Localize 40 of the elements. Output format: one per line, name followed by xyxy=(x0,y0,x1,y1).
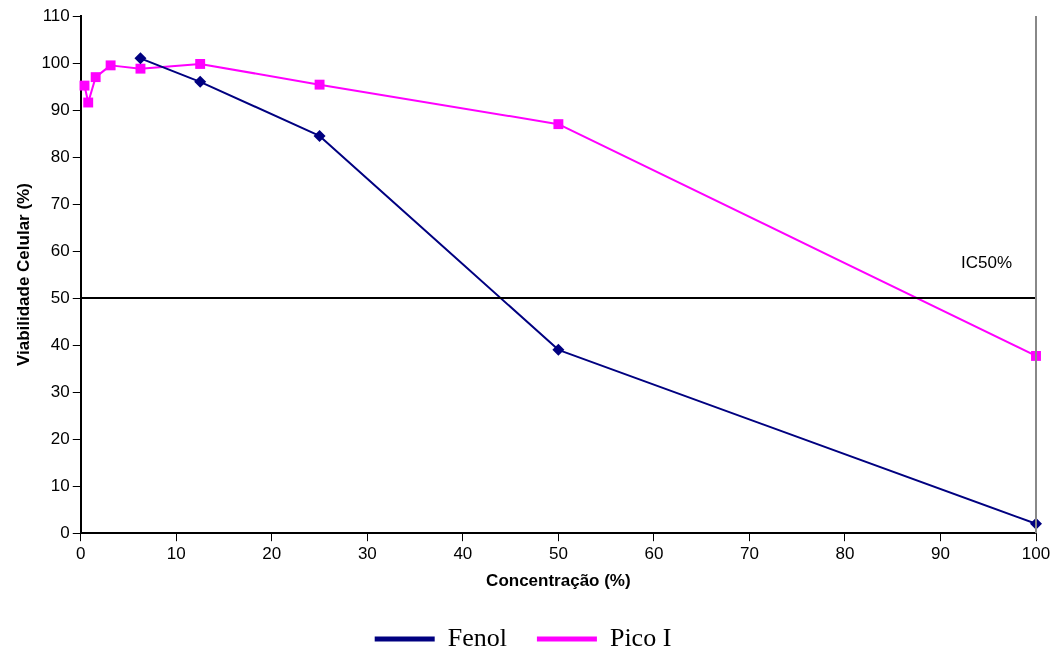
x-tick-label: 50 xyxy=(548,544,568,564)
point xyxy=(194,75,207,88)
x-tick-label: 80 xyxy=(835,544,855,564)
point xyxy=(314,79,325,90)
point xyxy=(79,80,90,91)
point xyxy=(83,97,94,108)
y-tick-label: 70 xyxy=(50,193,70,213)
x-axis-title: Concentração (%) xyxy=(486,571,631,591)
x-tick-label: 90 xyxy=(931,544,950,564)
y-tick-label: 0 xyxy=(60,522,70,542)
y-tick-label: 30 xyxy=(50,381,70,401)
y-tick-label: 80 xyxy=(50,146,70,166)
point xyxy=(195,59,206,69)
y-tick-label: 10 xyxy=(50,475,70,495)
y-tick-label: 100 xyxy=(41,52,70,72)
y-tick-label: 20 xyxy=(50,428,70,448)
point xyxy=(134,52,147,65)
point xyxy=(90,72,101,83)
x-tick-label: 30 xyxy=(357,544,377,564)
x-tick-label: 70 xyxy=(739,544,759,564)
point xyxy=(313,129,326,142)
y-tick-label: 60 xyxy=(50,240,70,260)
x-tick-label: 0 xyxy=(76,544,86,564)
y-tick-label: 110 xyxy=(42,5,70,25)
y-tick-label: 90 xyxy=(50,99,70,119)
x-tick-label: 100 xyxy=(1021,544,1051,564)
point xyxy=(135,63,146,74)
y-axis-title: Viabilidade Celular (%) xyxy=(13,183,33,367)
point xyxy=(105,60,116,71)
point xyxy=(552,343,565,356)
x-tick-label: 20 xyxy=(262,544,282,564)
y-tick-label: 40 xyxy=(50,334,70,354)
y-tick-label: 50 xyxy=(50,287,70,307)
ref-line-label: IC50% xyxy=(960,253,1012,273)
legend-label: Fenol xyxy=(447,622,507,652)
x-tick-label: 10 xyxy=(166,544,186,564)
x-tick-label: 40 xyxy=(453,544,473,564)
point xyxy=(553,119,564,130)
x-tick-label: 60 xyxy=(644,544,664,564)
legend-label: Pico I xyxy=(609,622,672,652)
